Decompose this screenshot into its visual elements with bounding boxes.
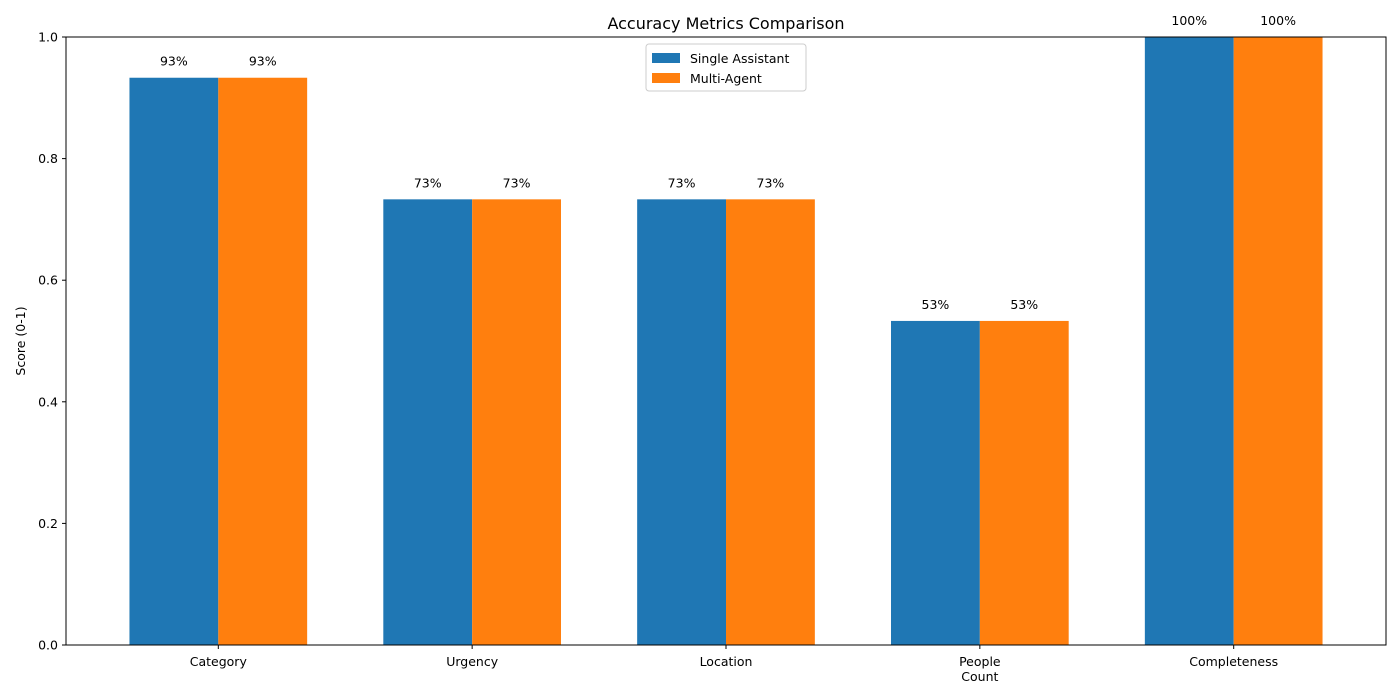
- chart-title: Accuracy Metrics Comparison: [607, 14, 844, 33]
- bar-0-2: [637, 199, 726, 645]
- bar-0-4: [1144, 37, 1234, 645]
- y-tick-label-0: 0.0: [38, 638, 58, 653]
- legend-label-1: Multi-Agent: [690, 71, 762, 86]
- y-tick-label-2: 0.4: [38, 394, 58, 409]
- plot-frame: [65, 36, 1387, 646]
- x-tick-label-1: Urgency: [446, 654, 498, 669]
- value-label-0-0: 93%: [160, 54, 188, 69]
- bar-1-0: [218, 77, 308, 645]
- legend-swatch-0: [652, 53, 680, 63]
- value-label-1-4: 100%: [1260, 13, 1296, 28]
- y-tick-label-5: 1.0: [38, 30, 58, 45]
- bar-0-3: [891, 320, 980, 645]
- x-tick-label-3: People Count: [959, 654, 1001, 684]
- y-axis-label: Score (0-1): [13, 306, 28, 375]
- value-label-1-3: 53%: [1010, 297, 1038, 312]
- bar-1-4: [1233, 37, 1323, 645]
- bar-1-2: [726, 199, 815, 645]
- bar-0-1: [383, 199, 473, 645]
- x-tick-label-2: Location: [700, 654, 753, 669]
- value-label-0-4: 100%: [1171, 13, 1207, 28]
- bar-0-0: [129, 77, 219, 645]
- value-label-1-0: 93%: [249, 54, 277, 69]
- bar-1-3: [979, 320, 1069, 645]
- y-tick-label-4: 0.8: [38, 151, 58, 166]
- value-label-0-3: 53%: [922, 297, 950, 312]
- bar-1-1: [472, 199, 561, 645]
- value-label-0-2: 73%: [668, 175, 696, 190]
- legend-box: [645, 43, 807, 92]
- value-label-1-2: 73%: [757, 175, 785, 190]
- value-label-0-1: 73%: [414, 175, 442, 190]
- x-tick-label-0: Category: [190, 654, 248, 669]
- y-tick-label-3: 0.6: [38, 273, 58, 288]
- x-tick-label-4: Completeness: [1189, 654, 1278, 669]
- value-label-1-1: 73%: [503, 175, 531, 190]
- y-tick-label-1: 0.2: [38, 516, 58, 531]
- plot-area: 93% 73% 73% 53% 100% 93% 73% 73% 53% 100% 0.0 0.2 0.…: [38, 13, 1323, 684]
- legend-swatch-1: [652, 73, 680, 83]
- legend: Single Assistant Multi-Agent: [645, 43, 807, 92]
- legend-label-0: Single Assistant: [690, 51, 789, 66]
